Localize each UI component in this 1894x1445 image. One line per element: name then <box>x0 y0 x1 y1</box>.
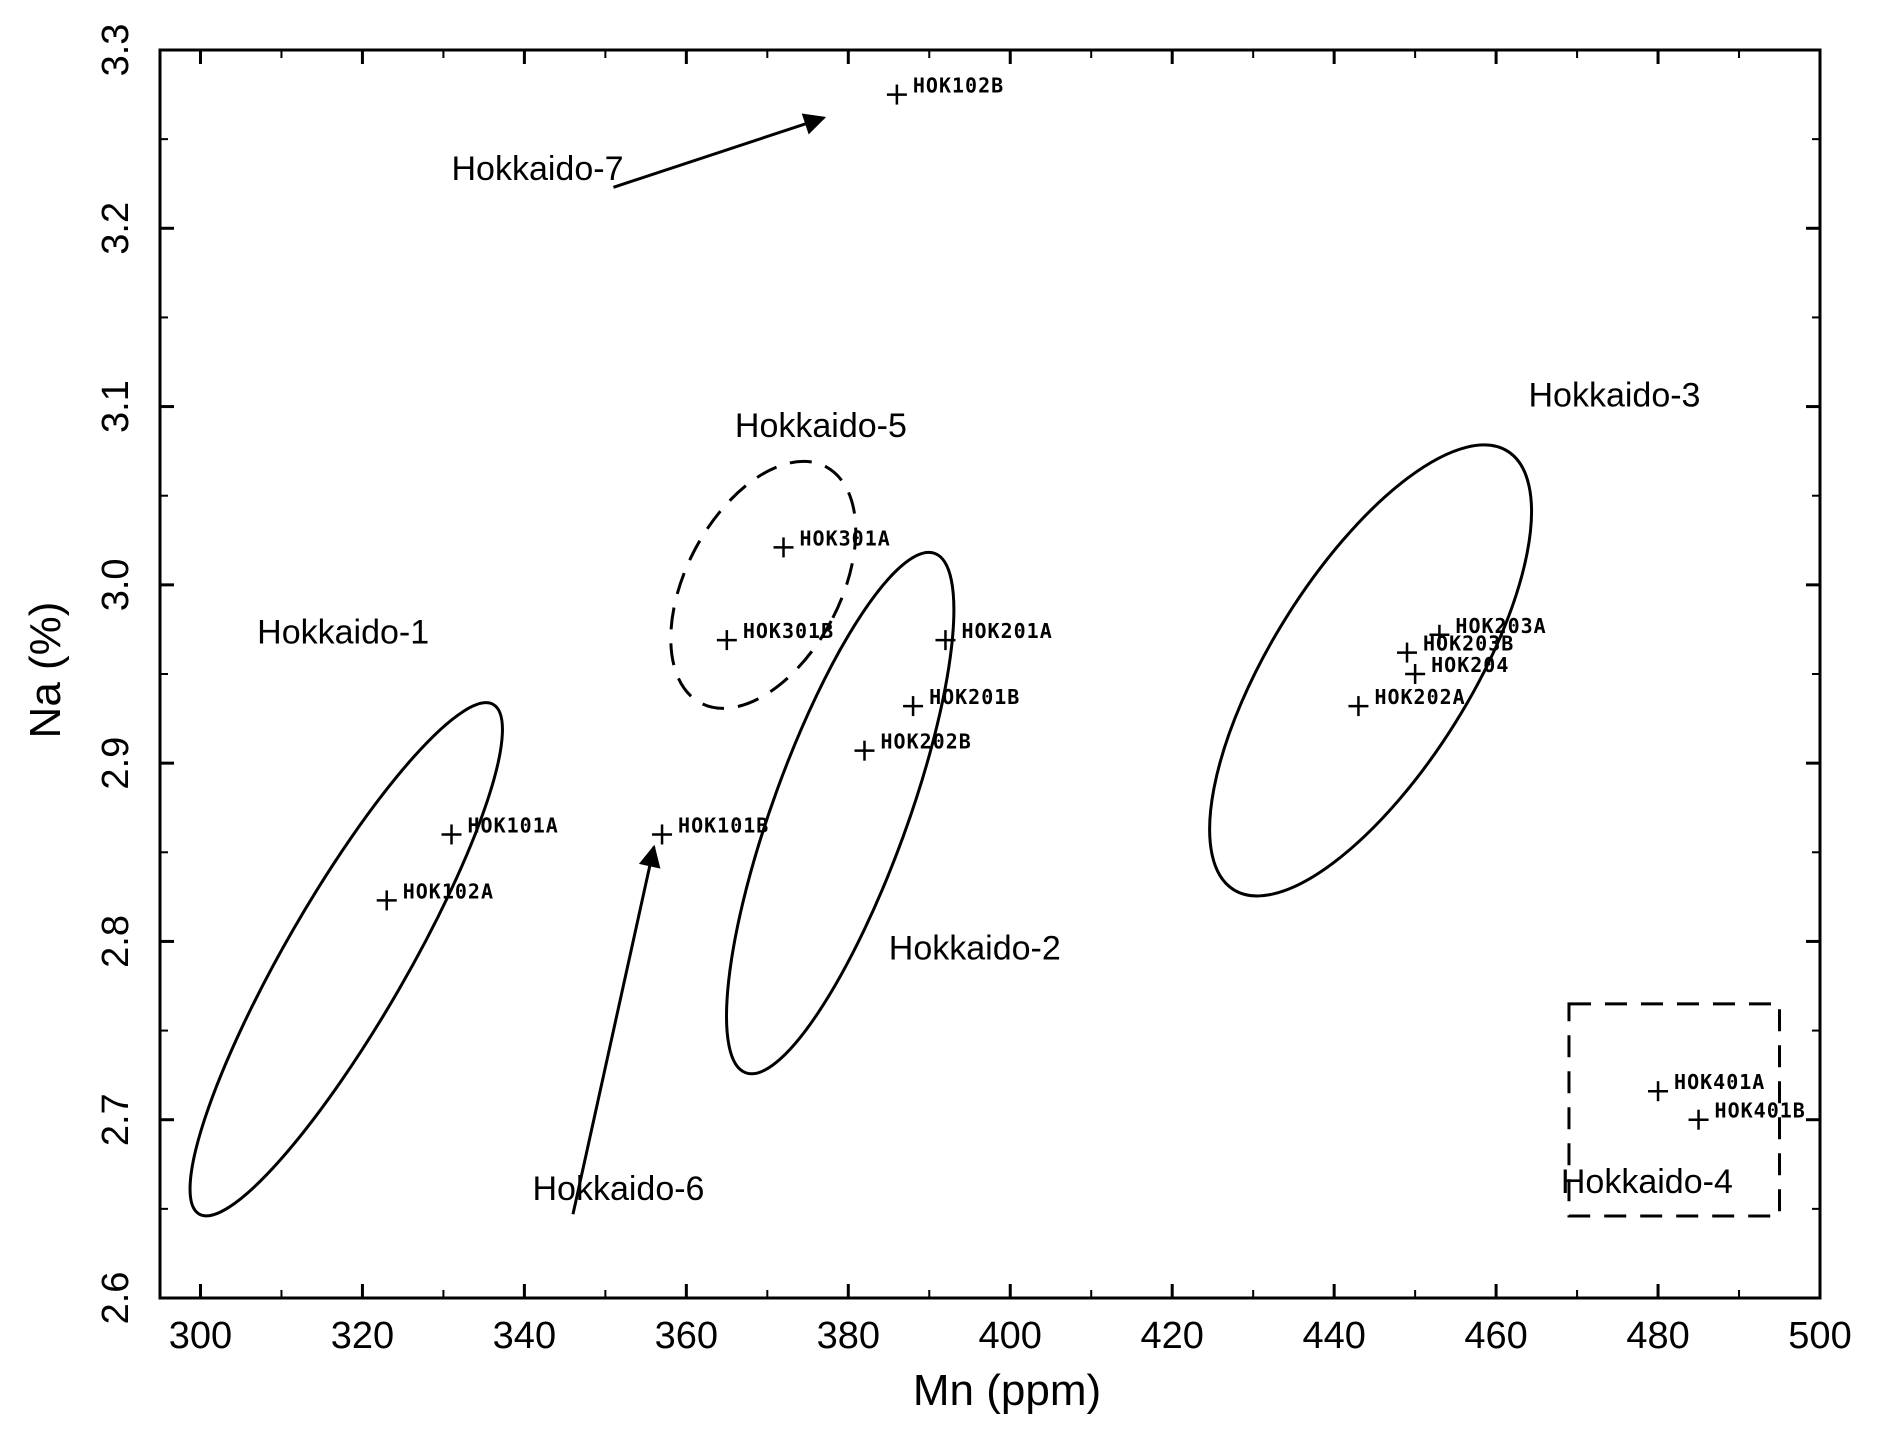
data-point: HOK203B <box>1397 632 1514 663</box>
points-layer: HOK101A HOK102A HOK101B HOK301B HOK301A HOK20… <box>376 74 1806 1130</box>
group-shapes-layer <box>188 113 1782 1218</box>
x-tick-label: 420 <box>1140 1315 1203 1357</box>
y-tick-label: 2.6 <box>95 1272 137 1325</box>
x-tick-label: 340 <box>493 1315 556 1357</box>
hokkaido-4-box <box>1567 1002 1782 1218</box>
point-label: HOK102A <box>403 879 494 903</box>
data-point: HOK202A <box>1348 685 1465 717</box>
y-axis-title: Na (%) <box>21 602 70 739</box>
x-axis-title: Mn (ppm) <box>913 1366 1101 1415</box>
point-label: HOK203A <box>1455 614 1546 638</box>
point-label: HOK203B <box>1423 632 1514 656</box>
x-tick-label: 440 <box>1302 1315 1365 1357</box>
x-tick-label: 400 <box>979 1315 1042 1357</box>
point-label: HOK301A <box>800 526 891 550</box>
hokkaido-3-ellipse <box>1208 443 1534 898</box>
group-labels-layer: Hokkaido-1 Hokkaido-2 Hokkaido-3 Hokkaido-4… <box>257 150 1733 1208</box>
data-point: HOK301A <box>773 526 891 558</box>
hokkaido-2-label: Hokkaido-2 <box>889 929 1061 967</box>
data-point: HOK102A <box>376 879 494 911</box>
y-tick-label: 3.3 <box>95 24 137 77</box>
data-point: HOK401A <box>1648 1070 1765 1102</box>
y-tick-label: 2.7 <box>95 1093 137 1146</box>
hokkaido-1-ellipse <box>188 701 504 1218</box>
data-point: HOK202B <box>854 730 971 761</box>
point-label: HOK204 <box>1431 653 1509 677</box>
y-tick-label: 2.9 <box>95 737 137 790</box>
data-point: HOK101A <box>441 813 559 845</box>
data-point: HOK201B <box>903 685 1020 717</box>
hokkaido-2-ellipse <box>725 550 956 1076</box>
plot-frame <box>158 48 1822 1300</box>
ticks-layer: 300 320 340 360 380 400 420 440 460 480 500 2.6 2.7 2… <box>95 24 1852 1357</box>
x-tick-label: 460 <box>1464 1315 1527 1357</box>
point-label: HOK101B <box>678 813 769 837</box>
data-point: HOK101B <box>652 813 769 845</box>
x-tick-label: 500 <box>1788 1315 1851 1357</box>
hokkaido-1-label: Hokkaido-1 <box>257 614 429 652</box>
hokkaido-5-label: Hokkaido-5 <box>735 407 907 445</box>
hokkaido-6-arrow <box>571 844 661 1215</box>
point-label: HOK301B <box>743 619 834 643</box>
data-point: HOK301B <box>716 619 834 651</box>
hokkaido-6-label: Hokkaido-6 <box>532 1170 704 1208</box>
y-tick-label: 2.8 <box>95 915 137 968</box>
point-label: HOK101A <box>468 813 559 837</box>
y-tick-label: 3.2 <box>95 202 137 255</box>
y-tick-label: 3.1 <box>95 380 137 433</box>
x-tick-label: 300 <box>169 1315 232 1357</box>
point-label: HOK102B <box>913 74 1004 98</box>
hokkaido-7-arrow <box>612 113 827 189</box>
x-tick-label: 320 <box>331 1315 394 1357</box>
point-label: HOK401B <box>1715 1099 1806 1123</box>
hokkaido-5-ellipse <box>669 459 858 710</box>
data-point: HOK401B <box>1688 1099 1806 1130</box>
x-tick-label: 380 <box>817 1315 880 1357</box>
hokkaido-4-label: Hokkaido-4 <box>1561 1163 1733 1201</box>
point-label: HOK202B <box>880 730 971 754</box>
point-label: HOK401A <box>1674 1070 1765 1094</box>
point-label: HOK202A <box>1374 685 1465 709</box>
data-point: HOK203A <box>1429 614 1546 645</box>
point-label: HOK201B <box>929 685 1020 709</box>
hokkaido-7-label: Hokkaido-7 <box>452 150 624 188</box>
hokkaido-3-label: Hokkaido-3 <box>1528 377 1700 415</box>
data-point: HOK204 <box>1405 653 1509 684</box>
x-tick-label: 360 <box>655 1315 718 1357</box>
data-point: HOK102B <box>886 74 1004 105</box>
data-point: HOK201A <box>935 619 1052 651</box>
x-tick-label: 480 <box>1626 1315 1689 1357</box>
point-label: HOK201A <box>961 619 1052 643</box>
y-tick-label: 3.0 <box>95 558 137 611</box>
